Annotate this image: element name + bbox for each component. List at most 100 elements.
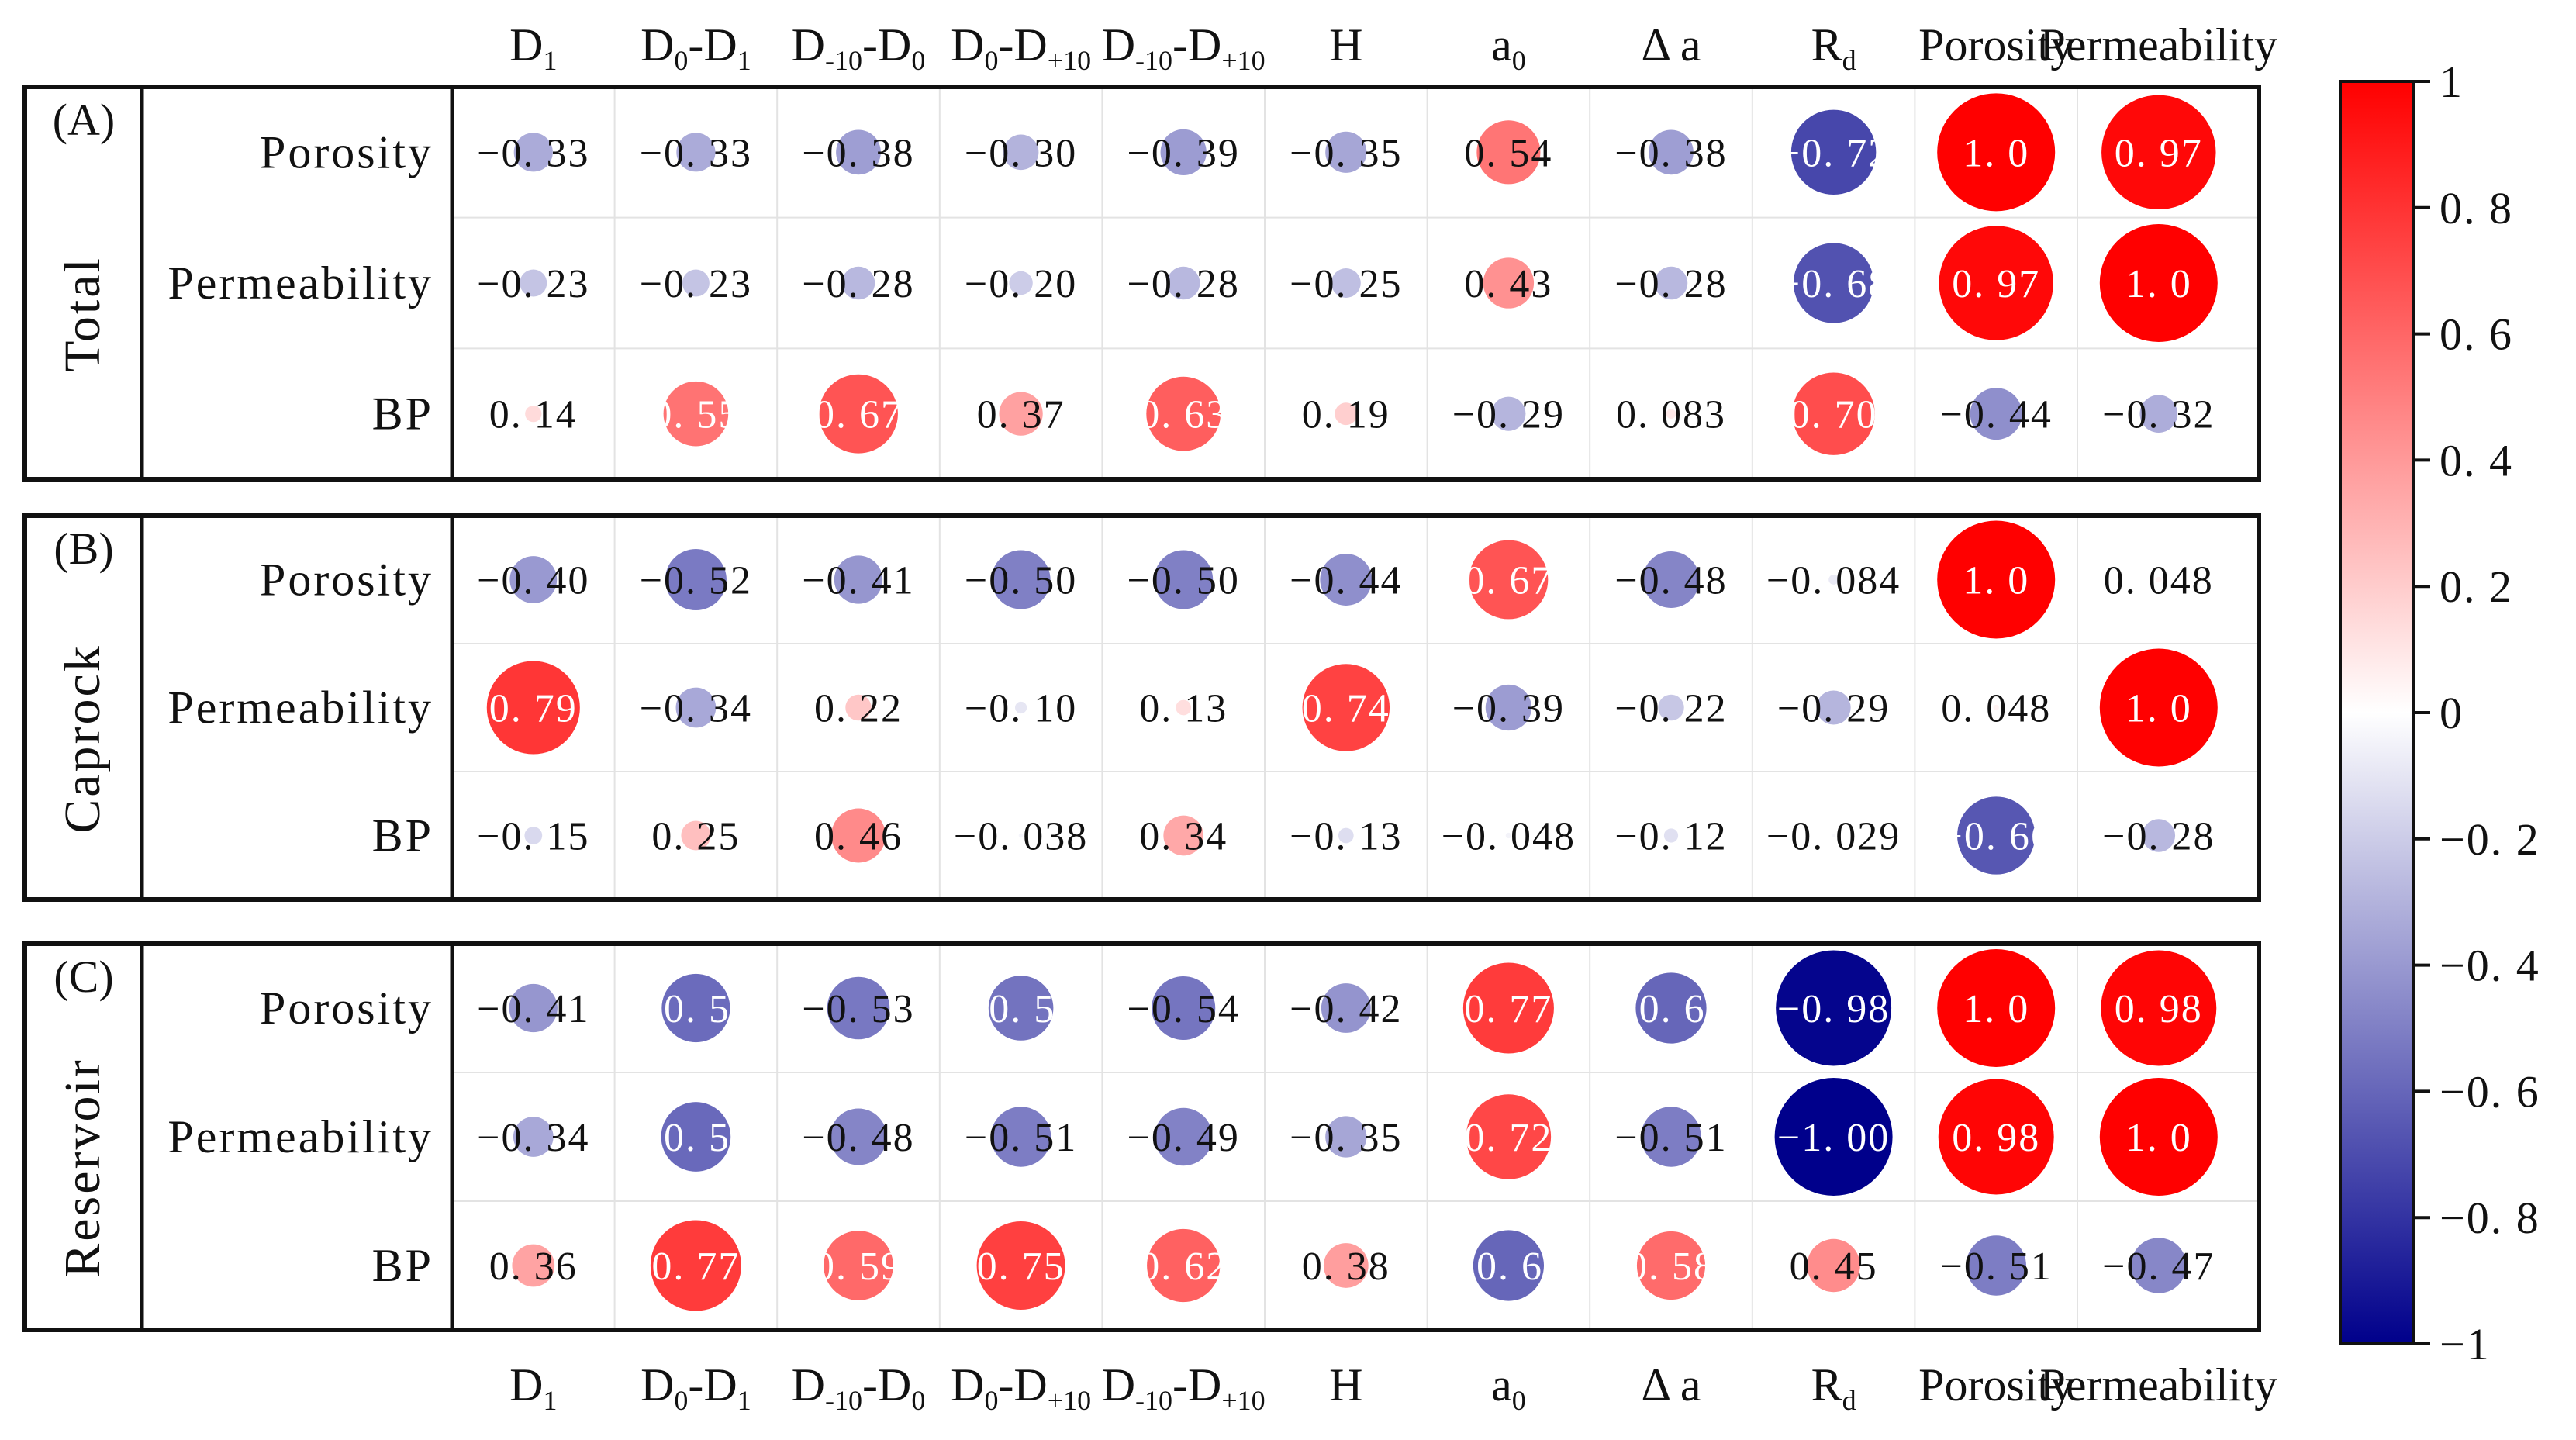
- cell-circle: [827, 976, 890, 1040]
- cell-circle: [1154, 1107, 1213, 1166]
- cell-value-label: −0. 68: [1777, 262, 1890, 306]
- cell-value-label: 0. 97: [2115, 131, 2203, 175]
- cell-circle: [1485, 684, 1532, 731]
- colorbar-tick-label: −0. 4: [2440, 941, 2540, 991]
- cell-value-label: −0. 51: [1614, 1116, 1727, 1160]
- panel-id: (C): [54, 951, 113, 1002]
- cell-circle: [1635, 972, 1707, 1044]
- cell-value-label: −0. 33: [640, 131, 752, 175]
- cell-circle: [650, 1220, 741, 1311]
- top-col-header-d1: D1: [509, 19, 557, 76]
- cell-circle: [682, 269, 710, 297]
- cell-value-label: −0. 48: [1614, 559, 1727, 603]
- cell-value-label: −0. 28: [1614, 262, 1727, 306]
- cell-value-label: 0. 75: [977, 1245, 1065, 1289]
- cell-value-label: −0. 51: [1940, 1245, 2053, 1289]
- cell-circle: [1146, 376, 1221, 451]
- bottom-col-header-h: H: [1329, 1359, 1362, 1411]
- cell-circle: [1970, 388, 2022, 440]
- cell-value-label: 0. 72: [1464, 1116, 1552, 1160]
- cell-circle: [2101, 95, 2216, 210]
- cell-value-label: 0. 13: [1139, 687, 1228, 731]
- cell-circle: [836, 129, 881, 175]
- cell-circle: [1302, 664, 1390, 751]
- cell-value-label: −0. 42: [1290, 987, 1402, 1031]
- cell-circle: [1160, 129, 1207, 175]
- cell-value-label: 0. 55: [651, 393, 740, 437]
- cell-value-label: −0. 33: [477, 131, 589, 175]
- cell-value-label: −0. 029: [1766, 815, 1901, 859]
- cell-circle: [2142, 819, 2176, 852]
- cell-circle: [1015, 701, 1027, 714]
- cell-circle: [990, 1107, 1051, 1167]
- cell-value-label: −1. 00: [1777, 1116, 1890, 1160]
- cell-value-label: −0. 39: [1452, 687, 1565, 731]
- cell-value-label: 0. 14: [489, 393, 578, 437]
- cell-circle: [1993, 704, 1999, 711]
- panel-id: (A): [53, 95, 116, 145]
- cell-circle: [2099, 224, 2218, 342]
- cell-value-label: −0. 23: [477, 262, 589, 306]
- cell-circle: [1666, 409, 1676, 419]
- cell-circle: [1966, 1235, 2026, 1296]
- cell-value-label: 0. 63: [1139, 393, 1228, 437]
- cell-value-label: 0. 37: [977, 393, 1065, 437]
- colorbar-tick-label: 0. 6: [2440, 309, 2513, 360]
- cell-circle: [1491, 396, 1526, 431]
- bottom-col-header-permeability: Permeability: [2040, 1359, 2278, 1411]
- row-label-porosity: Porosity: [260, 982, 433, 1034]
- cell-value-label: 0. 38: [1302, 1245, 1390, 1289]
- cell-circle: [681, 820, 711, 851]
- cell-circle: [999, 392, 1043, 436]
- cell-value-label: 0. 048: [2104, 559, 2214, 603]
- cell-value-label: 0. 79: [489, 687, 578, 731]
- bottom-col-header-d-10-d0: D-10-D0: [792, 1359, 926, 1416]
- cell-value-label: 0. 97: [1952, 262, 2040, 306]
- cell-value-label: −0. 53: [802, 987, 914, 1031]
- cell-circle: [1147, 1228, 1221, 1303]
- cell-circle: [1792, 372, 1875, 455]
- cell-value-label: −0. 58: [640, 987, 752, 1031]
- cell-circle: [663, 381, 729, 447]
- group-label: Reservoir: [54, 1058, 111, 1278]
- cell-value-label: 0. 77: [651, 1245, 740, 1289]
- bottom-col-header-rd: Rd: [1811, 1359, 1856, 1416]
- top-col-header-d-10-d0: D-10-D0: [792, 19, 926, 76]
- cell-value-label: −0. 44: [1940, 393, 2053, 437]
- panel-id: (B): [54, 523, 113, 574]
- bottom-col-header-d0-d-10: D0-D+10: [951, 1359, 1091, 1416]
- cell-circle: [524, 827, 543, 844]
- cell-circle: [1938, 1079, 2054, 1195]
- cell-circle: [1154, 550, 1214, 609]
- cell-value-label: −0. 98: [1777, 987, 1890, 1031]
- colorbar-tick-label: 0. 8: [2440, 183, 2513, 233]
- cell-value-label: 1. 0: [1963, 131, 2029, 175]
- cell-value-label: −0. 40: [477, 559, 589, 603]
- cell-value-label: −0. 35: [1290, 1116, 1402, 1160]
- bottom-col-header-porosity: Porosity: [1918, 1359, 2074, 1411]
- group-label: Caprock: [54, 644, 111, 834]
- cell-circle: [1462, 962, 1554, 1054]
- cell-value-label: −0. 41: [477, 987, 589, 1031]
- panel-frame: [22, 85, 2261, 482]
- cell-value-label: −0. 15: [477, 815, 589, 859]
- cell-value-label: −0. 44: [1290, 559, 1402, 603]
- cell-circle: [1957, 796, 2036, 875]
- cell-value-label: −0. 39: [1127, 131, 1240, 175]
- cell-circle: [661, 973, 730, 1043]
- bottom-col-header-d0-d1: D0-D1: [641, 1359, 751, 1416]
- cell-circle: [1505, 832, 1512, 839]
- cell-circle: [675, 687, 717, 728]
- cell-circle: [1325, 131, 1367, 173]
- row-label-bp: BP: [372, 1240, 433, 1291]
- cell-circle: [1816, 690, 1851, 725]
- cell-value-label: −0. 28: [2102, 815, 2215, 859]
- cell-circle: [824, 1231, 893, 1300]
- cell-value-label: −0. 34: [640, 687, 752, 731]
- colorbar-tick-label: 0. 4: [2440, 435, 2513, 485]
- cell-circle: [1323, 1243, 1369, 1288]
- cell-value-label: 1. 0: [1963, 987, 2029, 1031]
- cell-value-label: 1. 0: [1963, 559, 2029, 603]
- panel-total: (A) Total Porosity Permeability BP −0. 33 −0. …: [22, 85, 2261, 482]
